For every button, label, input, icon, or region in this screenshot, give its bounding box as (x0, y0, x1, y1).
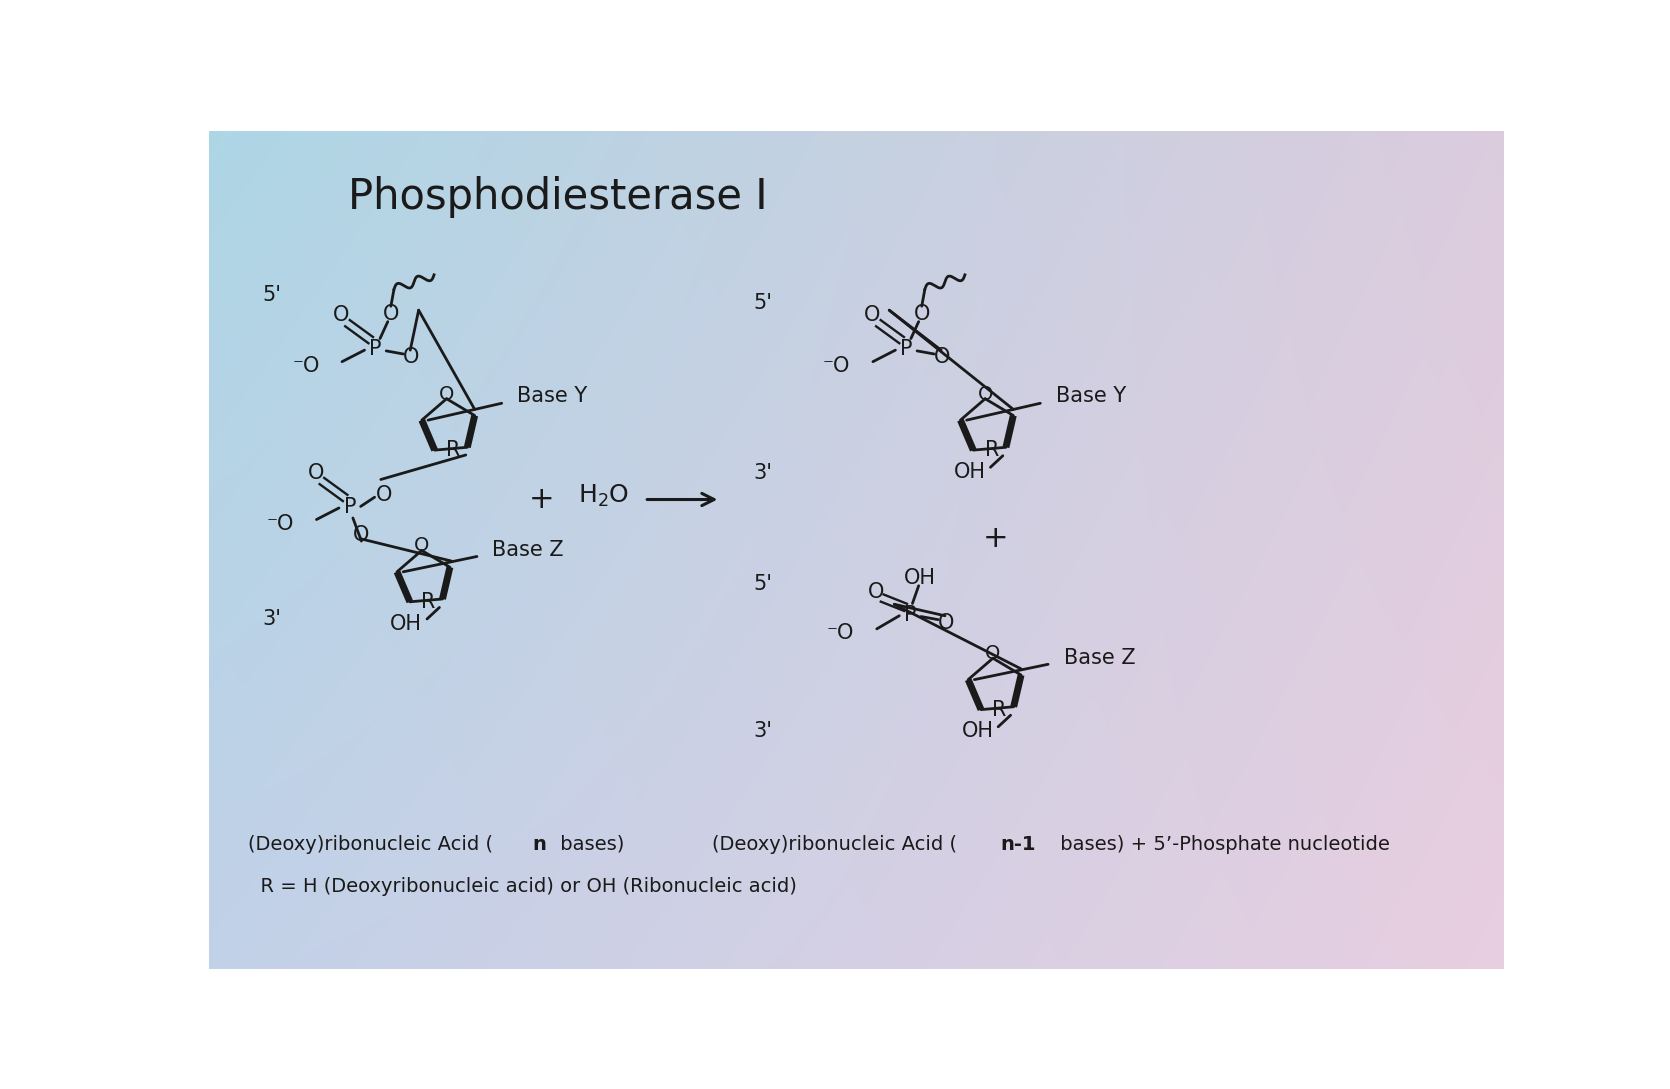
Text: ⁻O: ⁻O (292, 356, 319, 377)
Text: R: R (992, 699, 1007, 720)
Text: 5': 5' (753, 293, 772, 314)
Text: O: O (937, 613, 954, 633)
Text: +: + (982, 524, 1009, 552)
Text: OH: OH (962, 721, 994, 742)
Text: Base Y: Base Y (518, 386, 588, 405)
Text: R = H (Deoxyribonucleic acid) or OH (Ribonucleic acid): R = H (Deoxyribonucleic acid) or OH (Rib… (247, 877, 797, 895)
Text: R: R (421, 591, 436, 612)
Text: 3': 3' (262, 609, 282, 628)
Text: (Deoxy)ribonucleic Acid (: (Deoxy)ribonucleic Acid ( (247, 835, 493, 854)
Text: ⁻O: ⁻O (267, 514, 294, 534)
Text: O: O (376, 485, 392, 505)
Text: O: O (868, 582, 883, 602)
Text: Base Z: Base Z (1064, 648, 1136, 669)
Text: 5': 5' (753, 574, 772, 595)
Text: 3': 3' (753, 463, 772, 482)
Text: +: + (529, 485, 554, 514)
Text: Base Y: Base Y (1055, 386, 1126, 405)
Text: ⁻O: ⁻O (827, 624, 855, 644)
Text: O: O (332, 306, 349, 326)
Text: R: R (446, 440, 461, 461)
Text: O: O (402, 347, 419, 367)
Text: OH: OH (954, 462, 985, 482)
Text: n: n (533, 835, 546, 854)
Text: OH: OH (391, 613, 423, 634)
Text: ⁻O: ⁻O (823, 356, 850, 377)
Text: O: O (382, 304, 399, 323)
Text: O: O (414, 536, 429, 555)
Text: O: O (977, 384, 994, 404)
Text: Base Z: Base Z (493, 540, 564, 561)
Text: (Deoxy)ribonucleic Acid (: (Deoxy)ribonucleic Acid ( (713, 835, 957, 854)
Text: R: R (985, 440, 999, 461)
Text: n-1: n-1 (1000, 835, 1037, 854)
Text: O: O (913, 304, 930, 323)
Text: Phosphodiesterase I: Phosphodiesterase I (349, 176, 768, 218)
Text: OH: OH (903, 568, 935, 588)
Text: O: O (439, 384, 454, 404)
Text: O: O (354, 525, 369, 544)
Text: 5': 5' (262, 285, 282, 305)
Text: P: P (369, 340, 382, 359)
Text: O: O (863, 306, 880, 326)
Text: bases) + 5’-Phosphate nucleotide: bases) + 5’-Phosphate nucleotide (1054, 835, 1389, 854)
Text: O: O (307, 463, 324, 484)
Text: 3': 3' (753, 721, 772, 741)
Text: O: O (985, 644, 1000, 663)
Text: bases): bases) (554, 835, 625, 854)
Text: O: O (934, 347, 950, 367)
Text: P: P (344, 498, 356, 517)
Text: H$_2$O: H$_2$O (578, 482, 630, 509)
Text: P: P (900, 340, 912, 359)
Text: P: P (903, 605, 917, 625)
